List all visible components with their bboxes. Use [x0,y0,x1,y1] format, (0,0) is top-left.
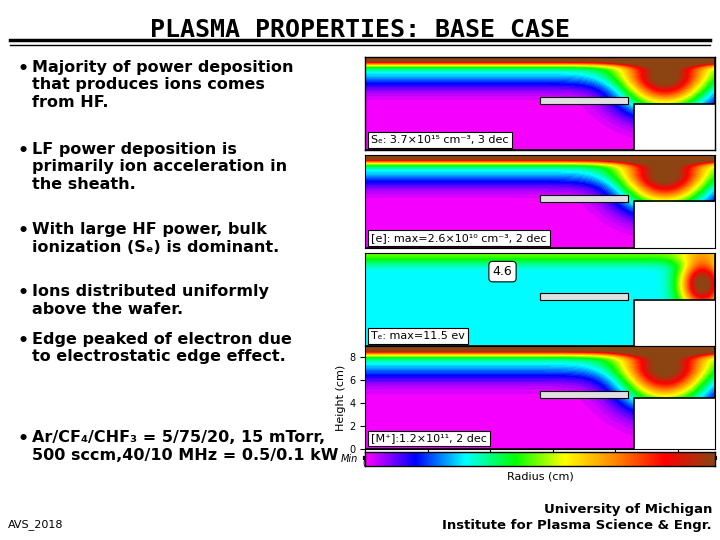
Text: the sheath.: the sheath. [32,177,136,192]
Text: [M⁺]:1.2×10¹¹, 2 dec: [M⁺]:1.2×10¹¹, 2 dec [372,433,487,443]
Text: Sₑ: 3.7×10¹⁵ cm⁻³, 3 dec: Sₑ: 3.7×10¹⁵ cm⁻³, 3 dec [372,135,509,145]
Bar [540,390,628,397]
Text: that produces ions comes: that produces ions comes [32,78,265,92]
Bar [540,195,628,201]
Text: Edge peaked of electron due: Edge peaked of electron due [32,332,292,347]
Text: With large HF power, bulk: With large HF power, bulk [32,222,267,237]
Y-axis label: Height (cm): Height (cm) [336,364,346,430]
Text: Majority of power deposition: Majority of power deposition [32,60,294,75]
Text: •: • [18,60,29,78]
Text: PLASMA PROPERTIES: BASE CASE: PLASMA PROPERTIES: BASE CASE [150,18,570,42]
Text: above the wafer.: above the wafer. [32,301,183,316]
Text: from HF.: from HF. [32,95,109,110]
Text: •: • [18,142,29,160]
X-axis label: Radius (cm): Radius (cm) [507,471,573,482]
Text: Ar/CF₄/CHF₃ = 5/75/20, 15 mTorr,: Ar/CF₄/CHF₃ = 5/75/20, 15 mTorr, [32,430,325,445]
Text: primarily ion acceleration in: primarily ion acceleration in [32,159,287,174]
Text: AVS_2018: AVS_2018 [8,519,63,530]
Text: 500 sccm,40/10 MHz = 0.5/0.1 kW: 500 sccm,40/10 MHz = 0.5/0.1 kW [32,448,338,462]
Text: Tₑ: max=11.5 ev: Tₑ: max=11.5 ev [372,331,465,341]
Text: [e]: max=2.6×10¹⁰ cm⁻³, 2 dec: [e]: max=2.6×10¹⁰ cm⁻³, 2 dec [372,233,546,243]
Text: •: • [18,332,29,350]
Text: •: • [18,222,29,240]
Text: ionization (Sₑ) is dominant.: ionization (Sₑ) is dominant. [32,240,279,254]
Text: 4.6: 4.6 [492,265,513,278]
Bar [540,293,628,300]
Text: University of Michigan: University of Michigan [544,503,712,516]
Text: Ions distributed uniformly: Ions distributed uniformly [32,284,269,299]
Text: •: • [18,430,29,448]
Bar [540,97,628,104]
Text: LF power deposition is: LF power deposition is [32,142,237,157]
Text: to electrostatic edge effect.: to electrostatic edge effect. [32,349,286,364]
Text: •: • [18,284,29,302]
Text: Institute for Plasma Science & Engr.: Institute for Plasma Science & Engr. [442,519,712,532]
Text: Min: Min [341,454,358,464]
